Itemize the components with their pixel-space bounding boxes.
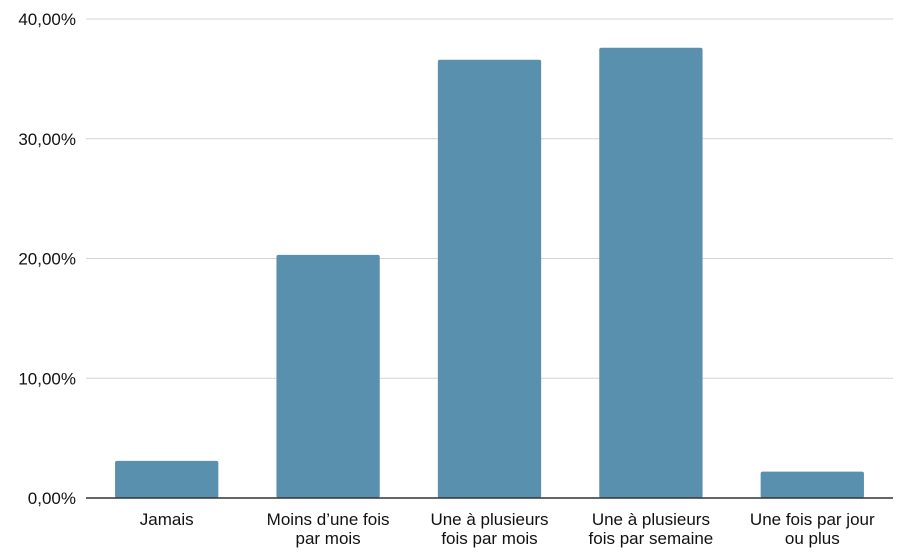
x-tick-label-line: fois par semaine — [589, 529, 714, 548]
x-tick-label-line: Moins d’une fois — [267, 510, 390, 529]
x-tick-label-line: fois par mois — [441, 529, 537, 548]
x-tick-label: Une fois par jour ou plus — [750, 510, 875, 548]
bar — [760, 471, 864, 498]
x-tick-label-line: ou plus — [785, 529, 840, 548]
x-tick-label-line: Une à plusieurs — [430, 510, 548, 529]
x-tick-label: Une à plusieurs fois par semaine — [589, 510, 714, 548]
y-tick-label: 40,00% — [18, 10, 76, 29]
y-tick-label: 10,00% — [18, 369, 76, 388]
x-tick-label-line: Une à plusieurs — [592, 510, 710, 529]
x-tick-label: Jamais — [140, 510, 194, 529]
bar — [115, 460, 219, 498]
bar — [599, 47, 703, 499]
bar — [437, 59, 542, 499]
x-tick-label: Moins d’une fois par mois — [267, 510, 390, 548]
y-tick-label: 0,00% — [28, 489, 76, 508]
x-tick-label: Une à plusieurs fois par mois — [430, 510, 548, 548]
x-tick-label-line: par mois — [296, 529, 361, 548]
y-tick-label: 30,00% — [18, 130, 76, 149]
y-tick-label: 20,00% — [18, 250, 76, 269]
x-tick-label-line: Une fois par jour — [750, 510, 875, 529]
x-tick-label-line: Jamais — [140, 510, 194, 529]
bar — [276, 254, 380, 498]
